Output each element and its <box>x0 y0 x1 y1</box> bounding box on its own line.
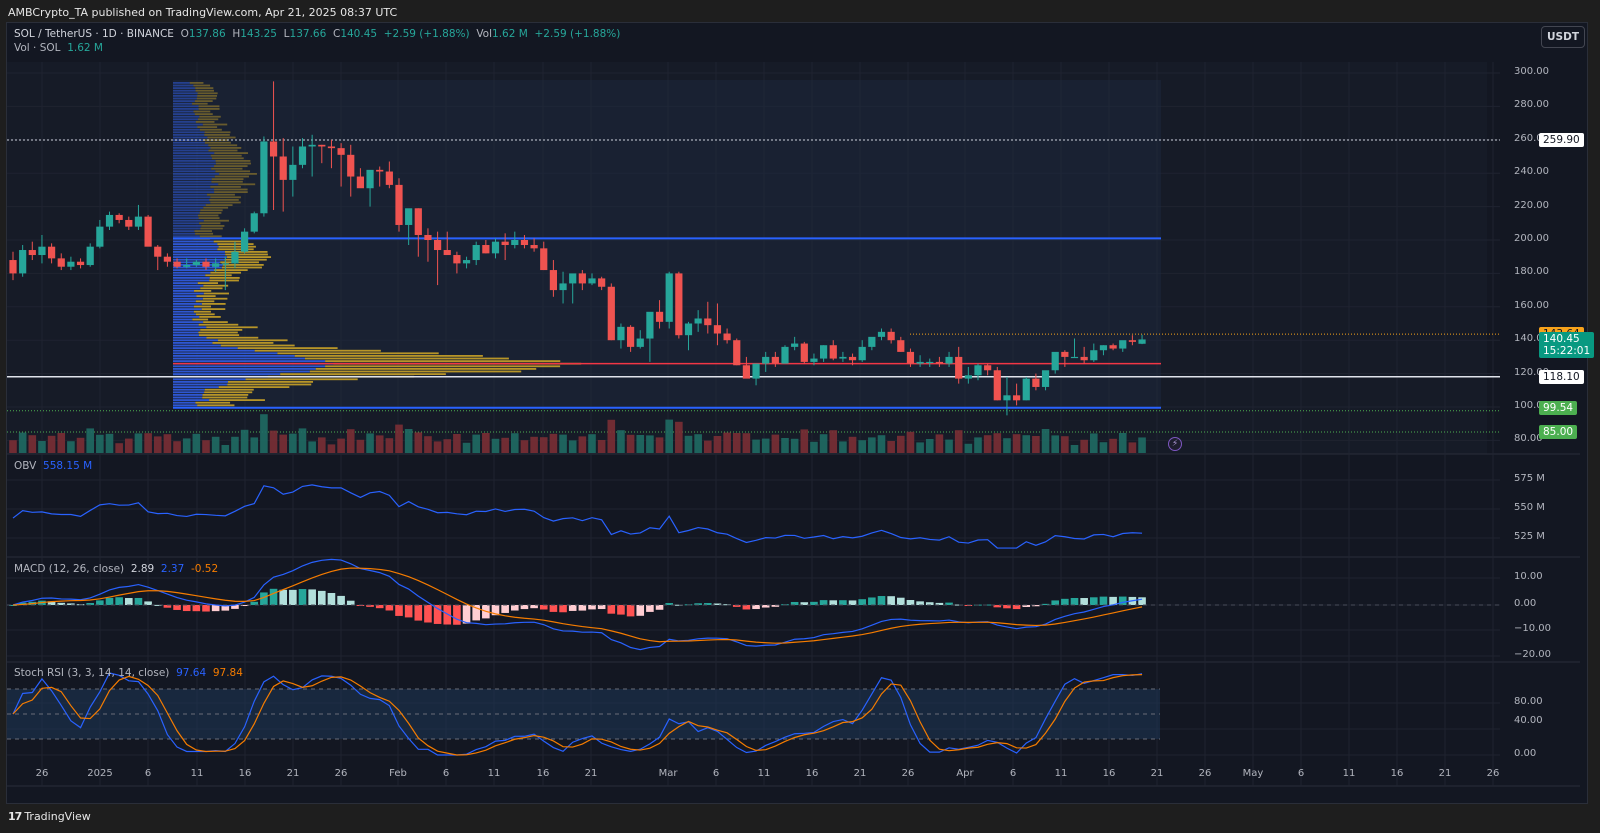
indicator-tick: −10.00 <box>1514 623 1551 634</box>
indicator-tick: 10.00 <box>1514 571 1543 582</box>
indicator-tick: 0.00 <box>1514 748 1536 759</box>
time-tick: 6 <box>443 768 449 779</box>
time-tick: 6 <box>145 768 151 779</box>
close-value: 140.45 <box>340 28 377 40</box>
price-label: 85.00 <box>1539 425 1577 439</box>
time-tick: 11 <box>191 768 204 779</box>
time-tick: 11 <box>758 768 771 779</box>
time-tick: 11 <box>488 768 501 779</box>
time-tick: May <box>1243 768 1264 779</box>
time-tick: 21 <box>287 768 300 779</box>
indicator-tick: −20.00 <box>1514 649 1551 660</box>
time-tick: 26 <box>36 768 49 779</box>
volume-legend: Vol · SOL 1.62 M <box>14 42 103 54</box>
price-label: 140.45 15:22:01 <box>1539 332 1594 358</box>
price-tick: 300.00 <box>1514 66 1549 77</box>
price-label: 118.10 <box>1539 370 1584 384</box>
tradingview-logo-icon: 17 <box>8 810 21 823</box>
currency-button[interactable]: USDT <box>1541 26 1585 48</box>
change-value: +2.59 (+1.88%) <box>384 28 470 40</box>
time-tick: 6 <box>1298 768 1304 779</box>
indicator-tick: 0.00 <box>1514 598 1536 609</box>
indicator-tick: 575 M <box>1514 473 1545 484</box>
chart-canvas[interactable] <box>0 0 1600 833</box>
time-tick: 16 <box>1391 768 1404 779</box>
time-tick: 26 <box>335 768 348 779</box>
symbol-legend: SOL / TetherUS · 1D · BINANCE O137.86 H1… <box>14 28 620 40</box>
time-tick: 16 <box>806 768 819 779</box>
price-tick: 220.00 <box>1514 200 1549 211</box>
time-tick: 26 <box>1199 768 1212 779</box>
stoch-rsi-legend: Stoch RSI (3, 3, 14, 14, close) 97.64 97… <box>14 667 243 679</box>
indicator-tick: 550 M <box>1514 502 1545 513</box>
open-value: 137.86 <box>189 28 226 40</box>
volume-value: 1.62 M <box>492 28 528 40</box>
tradingview-brand: 17 TradingView <box>8 810 91 823</box>
indicator-tick: 80.00 <box>1514 696 1543 707</box>
time-tick: 16 <box>537 768 550 779</box>
time-tick: 16 <box>239 768 252 779</box>
obv-legend: OBV 558.15 M <box>14 460 92 472</box>
low-value: 137.66 <box>290 28 327 40</box>
lightning-icon[interactable]: ⚡ <box>1168 437 1182 451</box>
time-tick: 11 <box>1055 768 1068 779</box>
time-tick: 6 <box>1010 768 1016 779</box>
price-label: 259.90 <box>1539 133 1584 147</box>
volume-change: +2.59 (+1.88%) <box>535 28 621 40</box>
time-tick: Feb <box>389 768 407 779</box>
time-tick: 2025 <box>87 768 112 779</box>
price-tick: 180.00 <box>1514 266 1549 277</box>
price-tick: 160.00 <box>1514 300 1549 311</box>
time-tick: 26 <box>902 768 915 779</box>
time-tick: 21 <box>1439 768 1452 779</box>
price-tick: 240.00 <box>1514 166 1549 177</box>
indicator-tick: 40.00 <box>1514 715 1543 726</box>
price-tick: 280.00 <box>1514 99 1549 110</box>
time-tick: Apr <box>956 768 973 779</box>
time-tick: 21 <box>585 768 598 779</box>
high-value: 143.25 <box>240 28 277 40</box>
price-label: 99.54 <box>1539 401 1577 415</box>
price-tick: 200.00 <box>1514 233 1549 244</box>
time-tick: 16 <box>1103 768 1116 779</box>
indicator-tick: 525 M <box>1514 531 1545 542</box>
time-tick: 26 <box>1487 768 1500 779</box>
time-tick: 21 <box>854 768 867 779</box>
symbol-name[interactable]: SOL / TetherUS · 1D · BINANCE <box>14 28 174 40</box>
time-tick: 6 <box>713 768 719 779</box>
time-tick: 21 <box>1151 768 1164 779</box>
time-tick: Mar <box>659 768 678 779</box>
macd-legend: MACD (12, 26, close) 2.89 2.37 -0.52 <box>14 563 218 575</box>
time-tick: 11 <box>1343 768 1356 779</box>
